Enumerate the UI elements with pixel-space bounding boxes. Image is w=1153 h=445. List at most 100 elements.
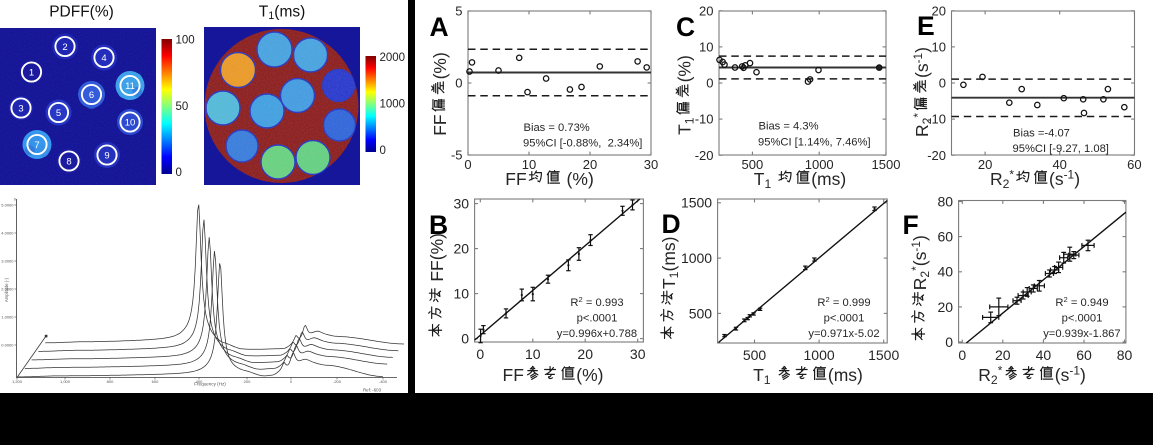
- svg-text:0: 0: [461, 331, 469, 347]
- svg-text:-1: -1: [1064, 168, 1075, 182]
- svg-text:0: 0: [176, 167, 182, 179]
- svg-text:PDFF(%): PDFF(%): [49, 4, 114, 21]
- svg-text:(ms): (ms): [828, 365, 863, 385]
- svg-text:2: 2: [918, 271, 932, 278]
- svg-text:20: 20: [995, 347, 1011, 363]
- svg-text:20: 20: [932, 3, 946, 18]
- svg-text:): ): [1080, 365, 1086, 385]
- svg-text:3.0000: 3.0000: [1, 258, 14, 263]
- svg-text:95%CI [-9.27, 1.08]: 95%CI [-9.27, 1.08]: [1013, 143, 1109, 155]
- svg-text:2000: 2000: [380, 52, 406, 64]
- svg-text:60: 60: [1076, 347, 1092, 363]
- svg-text:11: 11: [125, 81, 135, 92]
- svg-text:(%): (%): [562, 169, 594, 189]
- svg-text:-10: -10: [927, 112, 946, 127]
- svg-text:F: F: [903, 210, 919, 240]
- svg-text:10: 10: [699, 40, 713, 55]
- svg-text:1,000: 1,000: [60, 379, 71, 384]
- svg-text:6: 6: [89, 90, 94, 101]
- svg-text:2: 2: [826, 295, 830, 304]
- svg-text:A: A: [430, 12, 449, 42]
- svg-text:20: 20: [454, 241, 470, 257]
- svg-text:Bias = 0.73%: Bias = 0.73%: [524, 122, 590, 134]
- svg-text:1: 1: [667, 271, 681, 278]
- svg-text:R: R: [912, 124, 932, 137]
- svg-text:-1: -1: [909, 241, 923, 252]
- svg-text:10: 10: [932, 40, 946, 55]
- svg-text:R: R: [910, 278, 930, 291]
- svg-text:(ms): (ms): [811, 169, 846, 189]
- svg-text:1000: 1000: [804, 347, 835, 363]
- svg-text:0: 0: [380, 145, 386, 157]
- svg-text:0: 0: [939, 76, 946, 91]
- svg-text:(%): (%): [675, 55, 695, 82]
- svg-text:50: 50: [176, 101, 189, 113]
- svg-text:0: 0: [706, 76, 713, 91]
- svg-text:200: 200: [244, 379, 251, 384]
- svg-text:R: R: [817, 297, 825, 309]
- svg-text:= 0.993: = 0.993: [583, 297, 624, 309]
- svg-text:(ms): (ms): [274, 4, 305, 21]
- svg-text:20: 20: [577, 346, 593, 362]
- svg-text:T: T: [753, 365, 764, 385]
- svg-text:*: *: [911, 113, 925, 118]
- svg-text:1: 1: [29, 67, 34, 78]
- svg-text:60: 60: [938, 229, 954, 245]
- svg-text:p<.0001: p<.0001: [824, 313, 865, 325]
- svg-text:-1: -1: [1069, 364, 1080, 378]
- svg-text:FF: FF: [505, 169, 526, 189]
- svg-text:FF: FF: [430, 114, 450, 135]
- svg-text:T: T: [659, 278, 679, 289]
- svg-text:4: 4: [101, 53, 106, 64]
- svg-text:20: 20: [699, 3, 713, 18]
- svg-text:(s: (s: [912, 63, 932, 78]
- svg-text:0: 0: [464, 157, 471, 172]
- svg-text:-20: -20: [695, 148, 714, 163]
- svg-text:*: *: [1009, 168, 1014, 182]
- svg-text:2: 2: [1064, 295, 1068, 304]
- svg-text:y=0.971x-5.02: y=0.971x-5.02: [808, 328, 879, 340]
- svg-text:= 0.999: = 0.999: [830, 297, 871, 309]
- svg-text:-20: -20: [927, 148, 946, 163]
- svg-text:10: 10: [454, 286, 470, 302]
- svg-text:(s: (s: [1055, 365, 1070, 385]
- svg-text:(s: (s: [910, 251, 930, 266]
- svg-text:T: T: [675, 124, 695, 135]
- svg-text:R: R: [570, 297, 578, 309]
- svg-text:FF(%): FF(%): [427, 233, 447, 286]
- svg-text:*: *: [909, 266, 923, 271]
- svg-text:p<.0001: p<.0001: [1062, 313, 1103, 325]
- svg-text:*: *: [998, 364, 1003, 378]
- svg-text:0: 0: [945, 334, 953, 350]
- svg-text:8: 8: [66, 156, 71, 167]
- svg-text:400: 400: [196, 379, 203, 384]
- svg-text:FF: FF: [503, 365, 524, 385]
- svg-text:): ): [1074, 169, 1080, 189]
- svg-text:500: 500: [743, 347, 767, 363]
- svg-text:7: 7: [34, 140, 39, 151]
- svg-text:30: 30: [644, 157, 658, 172]
- svg-text:1,200: 1,200: [12, 379, 23, 384]
- svg-text:1: 1: [683, 117, 697, 124]
- svg-text:40: 40: [938, 264, 954, 280]
- svg-text:20: 20: [938, 299, 954, 315]
- svg-text:1000: 1000: [380, 99, 406, 111]
- svg-text:y=0.996x+0.788: y=0.996x+0.788: [557, 328, 637, 340]
- svg-text:R: R: [990, 169, 1003, 189]
- svg-text:1: 1: [268, 10, 274, 22]
- svg-text:1500: 1500: [681, 195, 712, 211]
- svg-text:2: 2: [62, 42, 67, 53]
- svg-text:T: T: [259, 4, 269, 21]
- svg-text:1000: 1000: [805, 157, 834, 172]
- svg-text:40: 40: [1052, 157, 1066, 172]
- svg-text:Bias = 4.3%: Bias = 4.3%: [759, 121, 819, 133]
- svg-text:C: C: [676, 12, 695, 42]
- svg-text:Frequency (Hz): Frequency (Hz): [194, 381, 226, 386]
- svg-text:E: E: [917, 11, 935, 41]
- svg-text:0: 0: [290, 379, 293, 384]
- svg-text:): ): [912, 47, 932, 53]
- svg-text:1000: 1000: [681, 250, 712, 266]
- svg-text:Bias =-4.07: Bias =-4.07: [1013, 128, 1070, 140]
- svg-text:5: 5: [455, 4, 462, 19]
- svg-text:2: 2: [579, 295, 583, 304]
